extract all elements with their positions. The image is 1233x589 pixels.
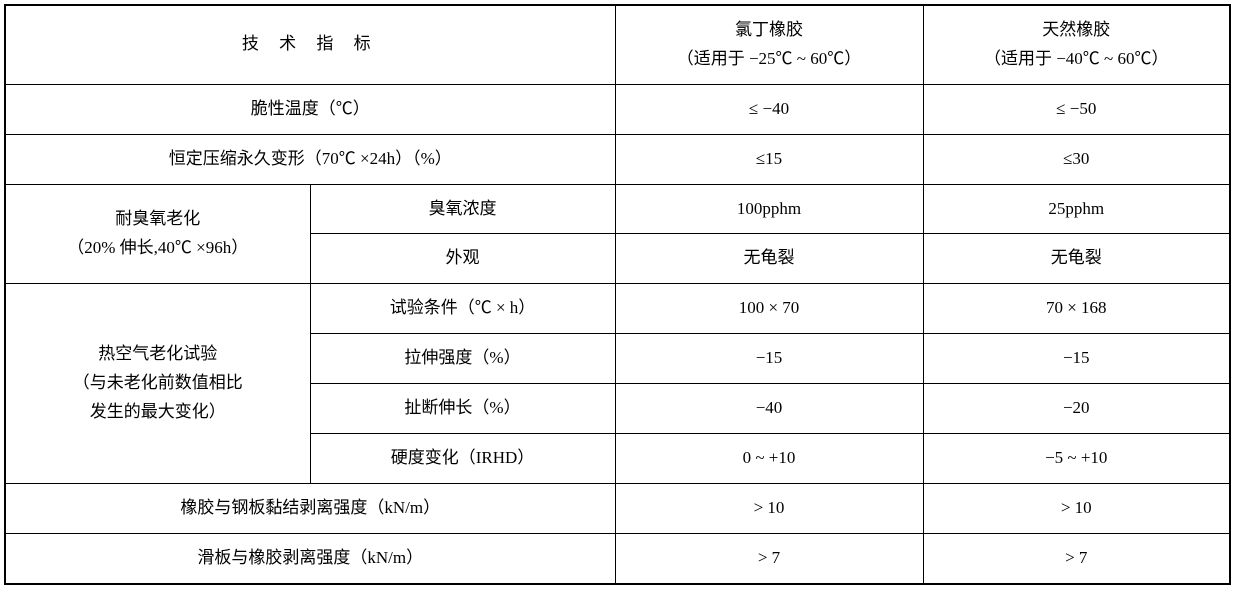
ozone-group-line2: （20% 伸长,40℃ ×96h） bbox=[67, 238, 248, 257]
row-slide-v2: > 7 bbox=[923, 533, 1230, 583]
hotair-row1-label: 试验条件（℃ × h） bbox=[310, 284, 615, 334]
hotair-row2-v2: −15 bbox=[923, 334, 1230, 384]
header-chloroprene: 氯丁橡胶 （适用于 −25℃ ~ 60℃） bbox=[615, 5, 923, 84]
hotair-row2-v1: −15 bbox=[615, 334, 923, 384]
row-steel-label: 橡胶与钢板黏结剥离强度（kN/m） bbox=[5, 483, 615, 533]
header-natural-name: 天然橡胶 bbox=[1042, 20, 1110, 39]
hotair-row3-v1: −40 bbox=[615, 384, 923, 434]
hotair-row4-label: 硬度变化（IRHD） bbox=[310, 434, 615, 484]
hotair-row1-v1: 100 × 70 bbox=[615, 284, 923, 334]
row-compression-v2: ≤30 bbox=[923, 134, 1230, 184]
hotair-row3-label: 扯断伸长（%） bbox=[310, 384, 615, 434]
hotair-group-line3: 发生的最大变化） bbox=[90, 402, 226, 421]
spec-table: 技 术 指 标 氯丁橡胶 （适用于 −25℃ ~ 60℃） 天然橡胶 （适用于 … bbox=[4, 4, 1231, 585]
row-slide-label: 滑板与橡胶剥离强度（kN/m） bbox=[5, 533, 615, 583]
ozone-row2-v2: 无龟裂 bbox=[923, 234, 1230, 284]
hotair-group-line1: 热空气老化试验 bbox=[98, 344, 217, 363]
hotair-row2-label: 拉伸强度（%） bbox=[310, 334, 615, 384]
ozone-row1-label: 臭氧浓度 bbox=[310, 184, 615, 234]
hotair-row3-v2: −20 bbox=[923, 384, 1230, 434]
row-compression-v1: ≤15 bbox=[615, 134, 923, 184]
row-steel-v2: > 10 bbox=[923, 483, 1230, 533]
ozone-group-line1: 耐臭氧老化 bbox=[115, 209, 200, 228]
row-brittle-label: 脆性温度（℃） bbox=[5, 84, 615, 134]
ozone-row1-v2: 25pphm bbox=[923, 184, 1230, 234]
row-slide-v1: > 7 bbox=[615, 533, 923, 583]
row-brittle-v2: ≤ −50 bbox=[923, 84, 1230, 134]
hotair-group-label: 热空气老化试验 （与未老化前数值相比 发生的最大变化） bbox=[5, 284, 310, 484]
hotair-row1-v2: 70 × 168 bbox=[923, 284, 1230, 334]
ozone-row2-v1: 无龟裂 bbox=[615, 234, 923, 284]
header-chloroprene-range: （适用于 −25℃ ~ 60℃） bbox=[677, 49, 862, 68]
hotair-row4-v2: −5 ~ +10 bbox=[923, 434, 1230, 484]
row-compression-label: 恒定压缩永久变形（70℃ ×24h）（%） bbox=[5, 134, 615, 184]
header-chloroprene-name: 氯丁橡胶 bbox=[735, 20, 803, 39]
ozone-group-label: 耐臭氧老化 （20% 伸长,40℃ ×96h） bbox=[5, 184, 310, 284]
ozone-row1-v1: 100pphm bbox=[615, 184, 923, 234]
hotair-group-line2: （与未老化前数值相比 bbox=[73, 373, 243, 392]
row-brittle-v1: ≤ −40 bbox=[615, 84, 923, 134]
header-spec-text: 技 术 指 标 bbox=[242, 34, 379, 53]
header-natural-range: （适用于 −40℃ ~ 60℃） bbox=[984, 49, 1169, 68]
header-spec: 技 术 指 标 bbox=[5, 5, 615, 84]
row-steel-v1: > 10 bbox=[615, 483, 923, 533]
header-natural: 天然橡胶 （适用于 −40℃ ~ 60℃） bbox=[923, 5, 1230, 84]
ozone-row2-label: 外观 bbox=[310, 234, 615, 284]
hotair-row4-v1: 0 ~ +10 bbox=[615, 434, 923, 484]
